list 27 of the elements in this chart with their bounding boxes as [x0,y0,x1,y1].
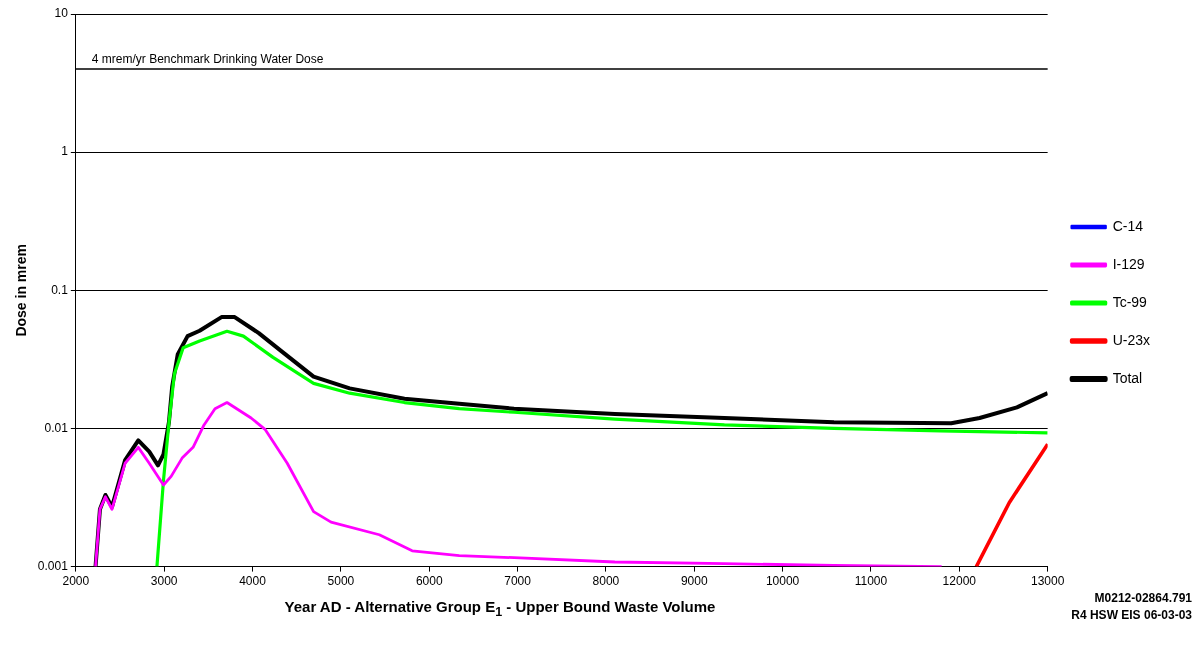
y-tick-label: 0.1 [51,282,69,297]
y-tick-label: 0.01 [44,420,69,435]
legend-label: U-23x [1112,331,1151,348]
x-tick-label: 8000 [592,574,620,589]
text: M0212-02864.791 [1093,590,1192,607]
legend-label: Total [1112,369,1143,386]
x-tick-label: 4000 [239,574,267,589]
x-tick-label: 7000 [504,574,532,589]
legend-label: I-129 [1112,255,1145,272]
x-tick-label: 3000 [150,574,178,589]
x-tick-label: 10000 [765,574,800,589]
x-tick-label: 5000 [327,574,355,589]
x-axis-title: Year AD - Alternative Group E$_{1}$ - Upper Bound Waste Volume [283,598,717,619]
x-tick-label: 12000 [942,574,977,589]
y-tick-label: 1 [61,144,69,159]
y-axis-title: Dose in mrem [13,244,30,337]
x-tick-label: 13000 [1030,574,1065,589]
x-tick-label: 11000 [854,574,888,589]
x-tick-label: 9000 [680,574,708,589]
legend-label: C-14 [1112,217,1144,234]
ref-line-label: 4 mrem/yr Benchmark Drinking Water Dose [91,52,324,67]
legend-label: Tc-99 [1112,293,1148,310]
y-tick-label: 0.001 [37,558,69,573]
x-tick-label: 6000 [415,574,443,589]
text: R4 HSW EIS 06-03-03 [1071,607,1192,624]
y-tick-label: 10 [54,6,69,21]
x-tick-label: 2000 [62,574,90,589]
